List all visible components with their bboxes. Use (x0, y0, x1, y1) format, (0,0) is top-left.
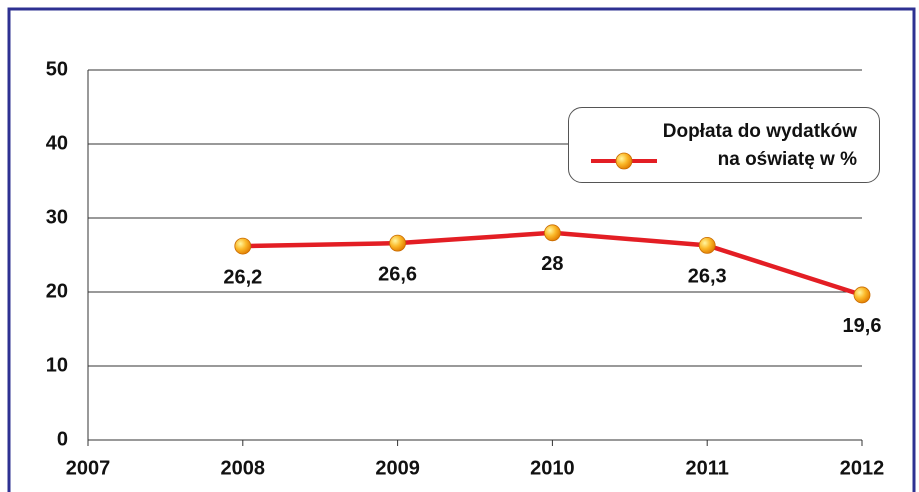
legend: Dopłata do wydatków na oświatę w % (568, 107, 880, 183)
x-tick-label: 2007 (66, 457, 111, 479)
x-tick-label: 2009 (375, 457, 420, 479)
data-point (234, 237, 252, 255)
y-tick-label: 0 (57, 428, 68, 450)
y-tick-label: 20 (46, 280, 68, 302)
frame (7, 7, 916, 492)
data-point (853, 286, 871, 304)
x-tick-label: 2011 (686, 457, 729, 479)
data-point (698, 236, 716, 254)
x-tick-label: 2012 (840, 457, 885, 479)
data-label: 28 (541, 253, 563, 275)
data-label: 26,3 (688, 266, 727, 288)
y-tick-label: 30 (46, 206, 68, 228)
data-label: 26,6 (378, 263, 417, 285)
data-label: 26,2 (223, 266, 262, 288)
legend-label: Dopłata do wydatków na oświatę w % (662, 121, 857, 170)
data-point (544, 224, 561, 242)
data-point (389, 234, 407, 252)
legend-swatch (591, 152, 657, 170)
x-tick-label: 2008 (221, 457, 266, 479)
data-label: 19,6 (843, 315, 882, 337)
x-tick-label: 2010 (530, 457, 575, 479)
y-tick-label: 40 (46, 132, 68, 154)
y-tick-label: 50 (46, 58, 68, 80)
y-tick-label: 10 (46, 354, 68, 376)
